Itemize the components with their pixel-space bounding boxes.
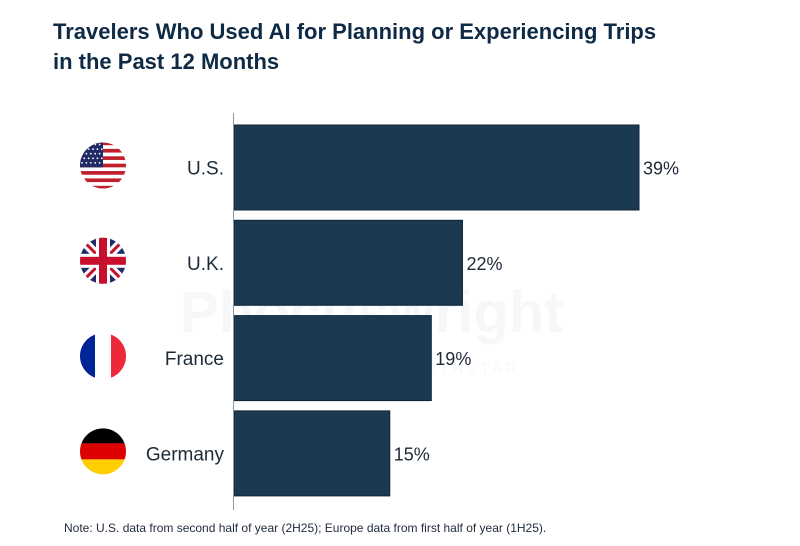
category-label: U.S. [187,159,224,180]
chart-title-line-1: Travelers Who Used AI for Planning or Ex… [53,19,657,44]
chart-title-line-2: in the Past 12 Months [53,49,280,74]
category-label: France [165,349,224,370]
bar-row: 15% Germany [80,410,430,497]
value-label: 19% [435,349,471,369]
bar-row: 22% U.K. [80,219,502,306]
chart-note: Note: U.S. data from second half of year… [64,521,547,535]
bar [233,124,640,211]
bar-row: 19% France [80,315,471,402]
bar [233,315,432,402]
value-label: 22% [466,254,502,274]
value-label: 15% [394,444,430,464]
bar [233,219,463,306]
us-flag-icon [80,142,126,189]
category-label: Germany [146,444,225,465]
bar-row: 39% U.S. [80,124,679,211]
value-label: 39% [643,159,679,179]
germany-flag-icon [80,428,126,475]
chart-title: Travelers Who Used AI for Planning or Ex… [53,17,753,77]
bar [233,410,391,497]
category-label: U.K. [187,254,224,275]
uk-flag-icon [80,237,126,284]
france-flag-icon [80,333,126,380]
